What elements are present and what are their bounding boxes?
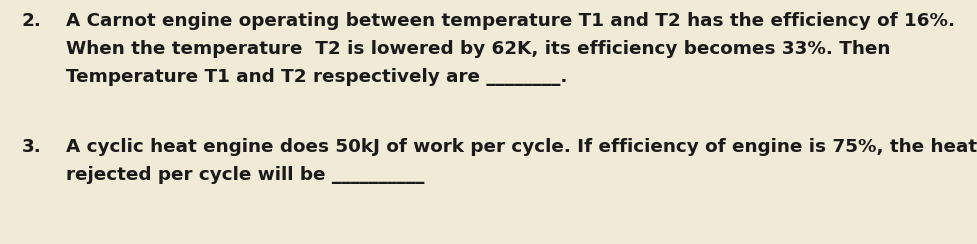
- Text: Temperature T1 and T2 respectively are ________.: Temperature T1 and T2 respectively are _…: [66, 68, 568, 86]
- Text: When the temperature  T2 is lowered by 62K, its efficiency becomes 33%. Then: When the temperature T2 is lowered by 62…: [66, 40, 891, 58]
- Text: rejected per cycle will be __________: rejected per cycle will be __________: [66, 166, 425, 184]
- Text: 2.: 2.: [21, 12, 41, 30]
- Text: 3.: 3.: [21, 138, 41, 156]
- Text: A cyclic heat engine does 50kJ of work per cycle. If efficiency of engine is 75%: A cyclic heat engine does 50kJ of work p…: [66, 138, 977, 156]
- Text: A Carnot engine operating between temperature T1 and T2 has the efficiency of 16: A Carnot engine operating between temper…: [66, 12, 956, 30]
